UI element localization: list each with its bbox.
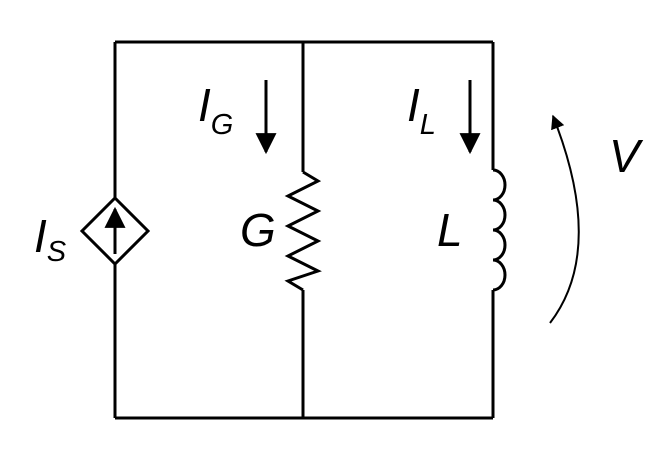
- inductor-coil: [492, 168, 507, 292]
- inductance-label: L: [437, 204, 463, 256]
- source-current-main: I: [34, 210, 47, 262]
- conductance-label: G: [240, 204, 276, 256]
- inductor-current-main: I: [407, 79, 420, 131]
- conductance-current-main: I: [198, 79, 211, 131]
- conductance-current-sub: G: [211, 109, 234, 141]
- source-current-sub: S: [47, 236, 67, 268]
- voltage-label: V: [609, 130, 644, 182]
- inductor-current-label: IL: [407, 79, 436, 141]
- source-diamond: [79, 195, 151, 267]
- inductor-current-sub: L: [420, 109, 436, 141]
- voltage-arrow: [549, 114, 580, 324]
- conductance-current-label: IG: [198, 79, 233, 141]
- circuit-wires: [113, 40, 495, 420]
- source-current-label: IS: [34, 210, 67, 268]
- dependent-current-source: [79, 195, 151, 267]
- conductance-resistor: [284, 170, 322, 292]
